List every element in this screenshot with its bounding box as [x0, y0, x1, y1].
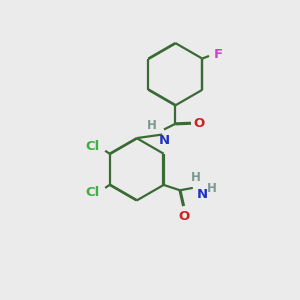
Text: Cl: Cl [86, 140, 100, 153]
Text: H: H [147, 119, 157, 132]
Text: Cl: Cl [86, 186, 100, 199]
Text: H: H [207, 182, 217, 195]
Text: O: O [178, 211, 189, 224]
Text: N: N [159, 134, 170, 147]
Text: F: F [214, 48, 223, 61]
Text: H: H [191, 171, 201, 184]
Text: N: N [196, 188, 208, 202]
Text: O: O [194, 117, 205, 130]
